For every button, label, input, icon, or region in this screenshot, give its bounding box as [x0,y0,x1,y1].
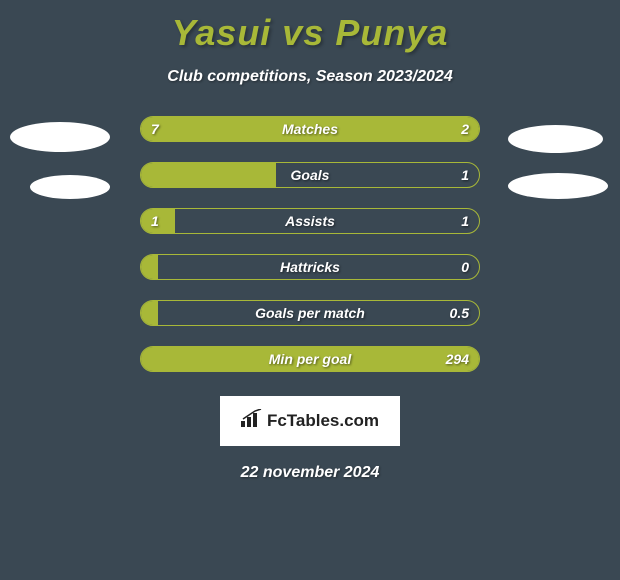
stat-row: Hattricks0 [140,254,480,280]
stat-label: Goals [141,167,479,183]
logo-text: FcTables.com [267,411,379,431]
stat-row: 7Matches2 [140,116,480,142]
stat-value-right: 294 [446,351,469,367]
stat-row: Goals1 [140,162,480,188]
stat-label: Assists [141,213,479,229]
date-label: 22 november 2024 [0,464,620,482]
avatar-placeholder-right-1 [508,125,603,153]
subtitle: Club competitions, Season 2023/2024 [0,68,620,86]
stat-row: Min per goal294 [140,346,480,372]
stat-label: Hattricks [141,259,479,275]
stat-label: Min per goal [141,351,479,367]
stat-value-right: 0 [461,259,469,275]
logo-icon [241,409,263,433]
stat-row: Goals per match0.5 [140,300,480,326]
stat-value-right: 1 [461,167,469,183]
stat-label: Matches [141,121,479,137]
stat-label: Goals per match [141,305,479,321]
stat-value-right: 2 [461,121,469,137]
stat-value-right: 1 [461,213,469,229]
avatar-placeholder-left-2 [30,175,110,199]
stat-row: 1Assists1 [140,208,480,234]
logo-box[interactable]: FcTables.com [220,396,400,446]
stat-value-right: 0.5 [450,305,469,321]
stats-container: 7Matches2Goals11Assists1Hattricks0Goals … [0,116,620,372]
page-title: Yasui vs Punya [0,0,620,54]
avatar-placeholder-right-2 [508,173,608,199]
avatar-placeholder-left-1 [10,122,110,152]
